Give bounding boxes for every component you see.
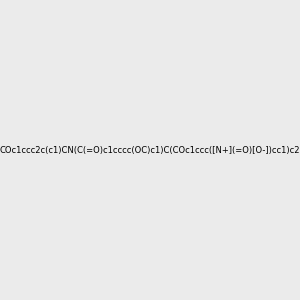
Text: COc1ccc2c(c1)CN(C(=O)c1cccc(OC)c1)C(COc1ccc([N+](=O)[O-])cc1)c2: COc1ccc2c(c1)CN(C(=O)c1cccc(OC)c1)C(COc1… (0, 146, 300, 154)
